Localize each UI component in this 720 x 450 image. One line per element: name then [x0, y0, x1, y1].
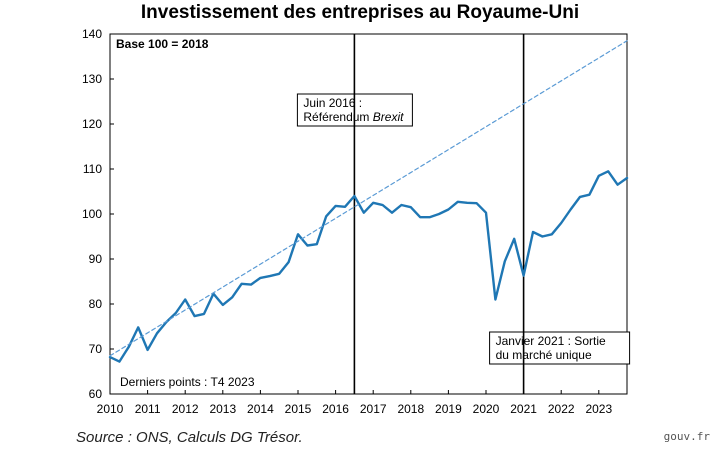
y-tick-label: 80 [89, 297, 103, 311]
y-tick-label: 60 [89, 387, 103, 401]
y-tick-label: 120 [82, 117, 102, 131]
x-tick-label: 2020 [473, 402, 500, 416]
x-tick-label: 2013 [209, 402, 236, 416]
x-tick-label: 2016 [322, 402, 349, 416]
site-watermark: gouv.fr [663, 430, 710, 443]
x-tick-label: 2010 [97, 402, 124, 416]
x-tick-label: 2022 [548, 402, 575, 416]
event-label-line: du marché unique [496, 348, 592, 362]
source-note: Source : ONS, Calculs DG Trésor. [76, 429, 303, 446]
y-tick-label: 110 [83, 162, 102, 176]
event-label-box [489, 331, 631, 365]
event-label-line: Janvier 2021 : Sortie [496, 334, 606, 348]
investment-line [108, 170, 629, 363]
x-tick-label: 2023 [585, 402, 612, 416]
x-tick-label: 2018 [397, 402, 424, 416]
trend-line [109, 40, 628, 357]
chart-title: Investissement des entreprises au Royaum… [140, 2, 580, 23]
last-points-note: Derniers points : T4 2023 [120, 375, 255, 389]
event-label-line: Référendum Brexit [303, 110, 404, 124]
x-tick-label: 2021 [510, 402, 537, 416]
x-tick-label: 2012 [172, 402, 199, 416]
x-tick-label: 2014 [247, 402, 274, 416]
event-label-line: Juin 2016 : [303, 96, 362, 110]
x-tick-label: 2011 [135, 402, 161, 416]
notes-layer: Base 100 = 2018 Derniers points : T4 2023… [116, 37, 631, 389]
event-label-italic: Brexit [373, 110, 404, 124]
y-tick-label: 100 [82, 207, 102, 221]
base-note: Base 100 = 2018 [116, 37, 209, 51]
y-tick-label: 70 [89, 342, 103, 356]
y-tick-label: 90 [89, 252, 103, 266]
series-layer [108, 40, 629, 363]
x-tick-label: 2015 [285, 402, 312, 416]
y-axis: 60 70 80 90 100 110 120 130 140 [82, 27, 114, 401]
x-axis: 2010 2011 2012 2013 2014 2015 2016 2017 2018 2019… [97, 390, 612, 416]
y-tick-label: 130 [82, 72, 102, 86]
y-tick-label: 140 [82, 27, 102, 41]
x-tick-label: 2017 [360, 402, 387, 416]
x-tick-label: 2019 [435, 402, 462, 416]
